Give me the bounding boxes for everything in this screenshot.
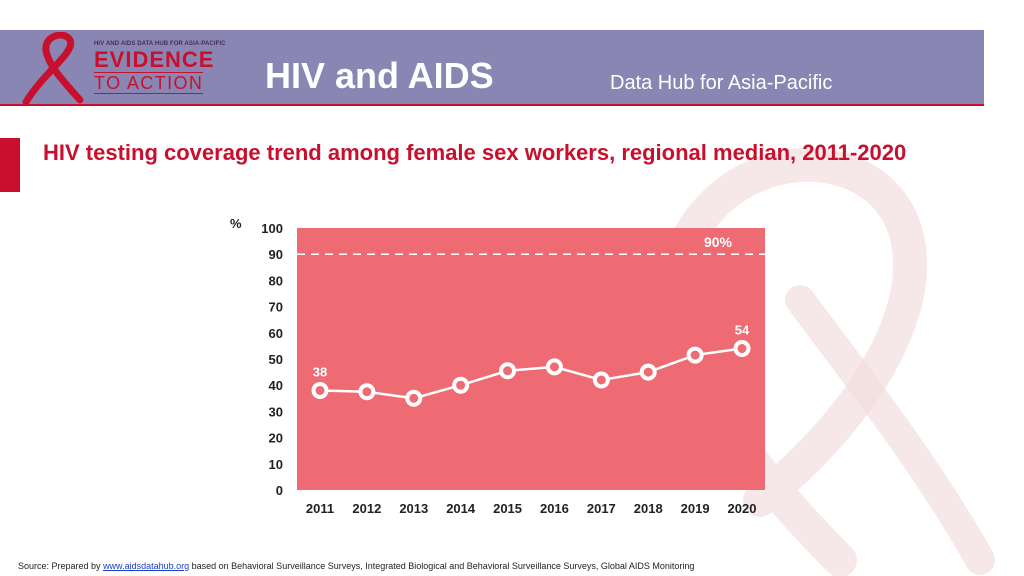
data-label: 54 xyxy=(735,323,750,338)
top-margin xyxy=(0,0,1024,30)
data-label: 38 xyxy=(313,364,327,379)
data-point xyxy=(452,376,470,394)
data-point xyxy=(686,346,704,364)
y-tick-label: 20 xyxy=(269,431,283,446)
series-line xyxy=(319,347,743,400)
data-point xyxy=(545,358,563,376)
header-title: HIV and AIDS xyxy=(265,55,494,96)
data-point xyxy=(358,383,376,401)
y-tick-label: 40 xyxy=(269,378,283,393)
source-link[interactable]: www.aidsdatahub.org xyxy=(103,561,190,571)
chart-title: HIV testing coverage trend among female … xyxy=(43,140,907,165)
x-tick-label: 2019 xyxy=(681,501,710,516)
target-reference-label: 90% xyxy=(704,234,733,250)
data-point xyxy=(592,371,610,389)
x-tick-label: 2015 xyxy=(493,501,522,516)
header-banner: HIV AND AIDS DATA HUB FOR ASIA-PACIFIC E… xyxy=(0,30,984,106)
x-tick-label: 2017 xyxy=(587,501,616,516)
y-tick-label: 10 xyxy=(269,457,283,472)
x-tick-label: 2014 xyxy=(446,501,476,516)
logo-evidence-text: EVIDENCE xyxy=(94,47,215,72)
x-tick-label: 2020 xyxy=(728,501,757,516)
y-tick-label: 70 xyxy=(269,300,283,315)
data-point xyxy=(499,362,517,380)
data-point xyxy=(639,363,657,381)
data-point xyxy=(405,389,423,407)
header-subtitle: Data Hub for Asia-Pacific xyxy=(610,72,833,94)
x-tick-label: 2016 xyxy=(540,501,569,516)
evidence-to-action-logo[interactable]: HIV AND AIDS DATA HUB FOR ASIA-PACIFIC E… xyxy=(14,32,244,104)
y-tick-label: 80 xyxy=(269,273,283,288)
source-prefix: Source: Prepared by xyxy=(18,561,104,571)
title-accent-bar xyxy=(0,138,20,192)
y-tick-label: 30 xyxy=(269,404,283,419)
x-tick-label: 2013 xyxy=(399,501,428,516)
source-note: Source: Prepared by www.aidsdatahub.org … xyxy=(18,561,694,571)
x-tick-label: 2018 xyxy=(634,501,663,516)
x-tick-label: 2012 xyxy=(352,501,381,516)
logo-to-action-text: TO ACTION xyxy=(94,72,204,94)
y-tick-label: 90 xyxy=(269,247,283,262)
x-tick-label: 2011 xyxy=(306,501,334,516)
y-axis-unit-label: % xyxy=(230,216,242,231)
source-suffix: based on Behavioral Surveillance Surveys… xyxy=(189,561,695,571)
red-ribbon-icon xyxy=(22,32,84,104)
y-tick-label: 0 xyxy=(276,483,283,498)
data-point xyxy=(733,340,751,358)
y-tick-label: 60 xyxy=(269,326,283,341)
data-point xyxy=(311,381,329,399)
y-tick-label: 100 xyxy=(261,221,283,236)
y-tick-label: 50 xyxy=(269,352,283,367)
logo-top-text: HIV AND AIDS DATA HUB FOR ASIA-PACIFIC xyxy=(94,41,226,47)
